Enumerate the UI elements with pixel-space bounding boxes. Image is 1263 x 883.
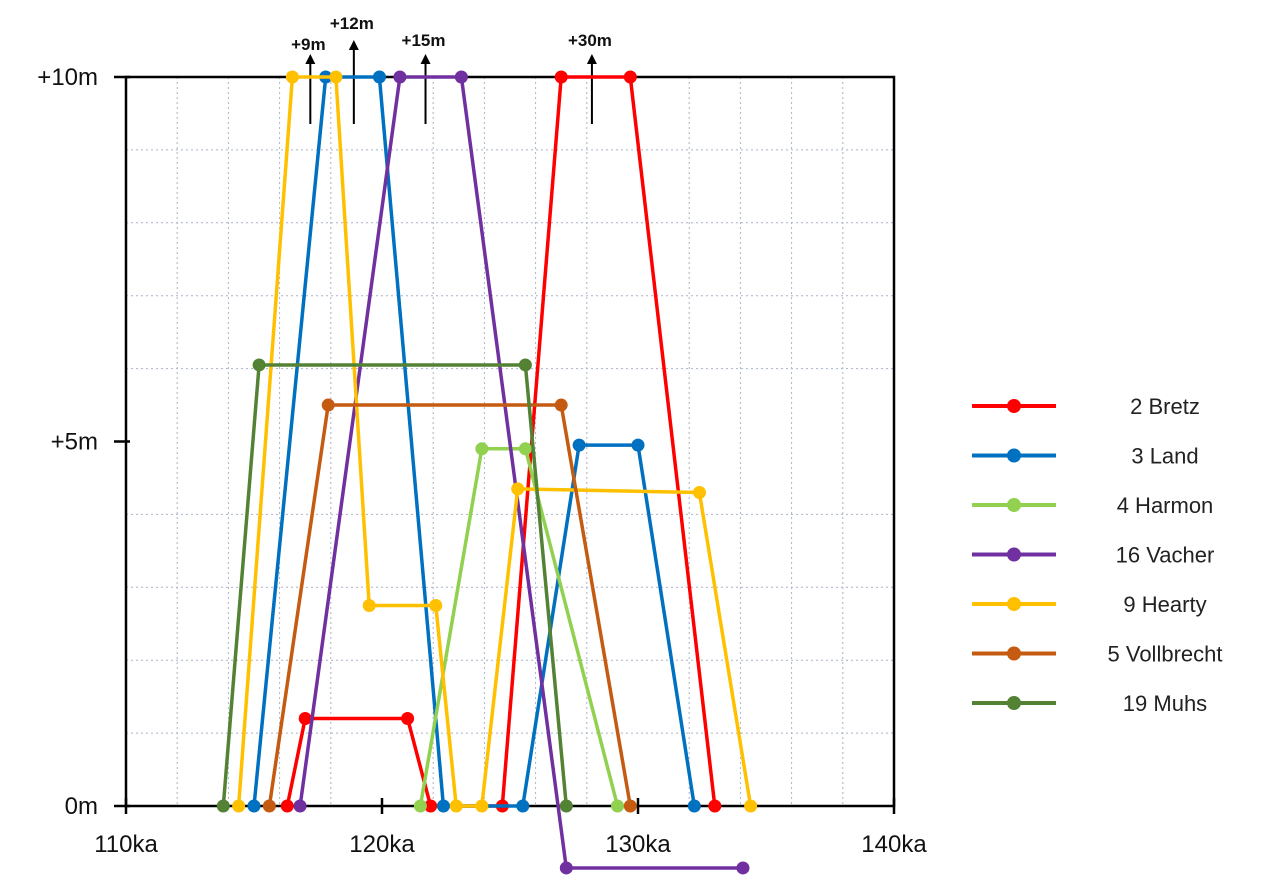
data-point [708, 799, 722, 813]
legend-label: 19 Muhs [1123, 691, 1207, 716]
annotation-arrows: +9m+12m +15m +30m [291, 14, 612, 124]
data-point [321, 398, 335, 412]
data-point [631, 438, 645, 452]
data-point [744, 799, 758, 813]
data-point [516, 799, 530, 813]
data-point [247, 799, 261, 813]
legend-swatch-marker [1007, 696, 1021, 710]
data-point [329, 70, 343, 84]
legend-item: 19 Muhs [972, 691, 1207, 716]
legend-swatch-marker [1007, 547, 1021, 562]
annotation-arrow-head [420, 54, 431, 64]
data-point [623, 799, 637, 813]
data-point [262, 799, 276, 813]
data-point [413, 799, 427, 813]
legend-swatch-marker [1007, 646, 1021, 661]
data-point [736, 861, 750, 875]
legend-item: 4 Harmon [972, 493, 1213, 518]
data-point [436, 799, 450, 813]
legend-item: 2 Bretz [972, 394, 1200, 419]
annotation-arrow-head [348, 40, 359, 50]
legend-label: 9 Hearty [1123, 592, 1206, 617]
series-5-vollbrecht [262, 398, 637, 813]
data-point [429, 599, 443, 613]
data-point [252, 358, 266, 372]
data-point [511, 482, 525, 496]
data-point [401, 712, 415, 726]
series-line [267, 403, 633, 807]
data-point [623, 70, 637, 84]
data-point [280, 799, 294, 813]
data-point [475, 442, 489, 456]
legend-label: 5 Vollbrecht [1108, 642, 1223, 667]
data-point [554, 398, 568, 412]
y-tick-label: +5m [51, 429, 98, 456]
data-point [424, 799, 438, 813]
data-point [454, 70, 468, 84]
x-tick-label: 140ka [861, 831, 927, 858]
data-point [372, 70, 386, 84]
legend-swatch-marker [1007, 498, 1021, 512]
data-point [572, 438, 586, 452]
series-2-bretz [280, 70, 722, 813]
legend-item: 3 Land [972, 444, 1199, 469]
series-19-muhs [216, 358, 573, 813]
annotation-label: +9m [291, 35, 326, 54]
series-9-hearty [232, 70, 758, 813]
annotation-arrow-head [586, 54, 597, 64]
annotation-label: +15m [402, 31, 446, 50]
data-point [362, 599, 376, 613]
legend-item: 9 Hearty [972, 592, 1207, 617]
data-point [216, 799, 230, 813]
y-axis-ticks: 0m +5m +10m [37, 64, 130, 820]
legend-label: 16 Vacher [1116, 543, 1215, 568]
chart-legend: 2 Bretz 3 Land 4 Harmon 16 Vacher 9 Hearty 5 … [972, 394, 1222, 716]
data-point [687, 799, 701, 813]
series-line [418, 447, 620, 807]
data-point [554, 70, 568, 84]
series-line [236, 75, 753, 808]
y-tick-label: 0m [65, 793, 98, 820]
annotation-label: +12m [330, 14, 374, 33]
data-series [216, 70, 758, 875]
data-point [559, 799, 573, 813]
data-point [393, 70, 407, 84]
y-tick-label: +10m [37, 64, 98, 91]
data-point [611, 799, 625, 813]
x-tick-label: 130ka [605, 831, 671, 858]
data-point [449, 799, 463, 813]
grid-lines [126, 77, 894, 806]
legend-swatch-marker [1007, 448, 1021, 463]
legend-label: 4 Harmon [1117, 493, 1214, 518]
legend-item: 5 Vollbrecht [972, 642, 1222, 667]
legend-swatch-marker [1007, 399, 1021, 413]
data-point [518, 358, 532, 372]
series-16-vacher [293, 70, 750, 875]
x-axis-ticks: 110ka 120ka 130ka 140ka [94, 798, 927, 858]
x-tick-label: 110ka [94, 831, 158, 858]
data-point [293, 799, 307, 813]
legend-swatch-marker [1007, 597, 1021, 611]
data-point [232, 799, 246, 813]
data-point [559, 861, 573, 875]
legend-label: 3 Land [1131, 444, 1198, 469]
series-line [221, 363, 569, 807]
data-point [298, 712, 312, 726]
legend-label: 2 Bretz [1130, 394, 1200, 419]
legend-item: 16 Vacher [972, 543, 1214, 568]
data-point [692, 486, 706, 500]
data-point [518, 442, 532, 456]
series-4-harmon [413, 442, 625, 813]
data-point [475, 799, 489, 813]
annotation-arrow-head [305, 54, 316, 64]
annotation-label: +30m [568, 31, 612, 50]
data-point [285, 70, 299, 84]
x-tick-label: 120ka [349, 831, 415, 858]
